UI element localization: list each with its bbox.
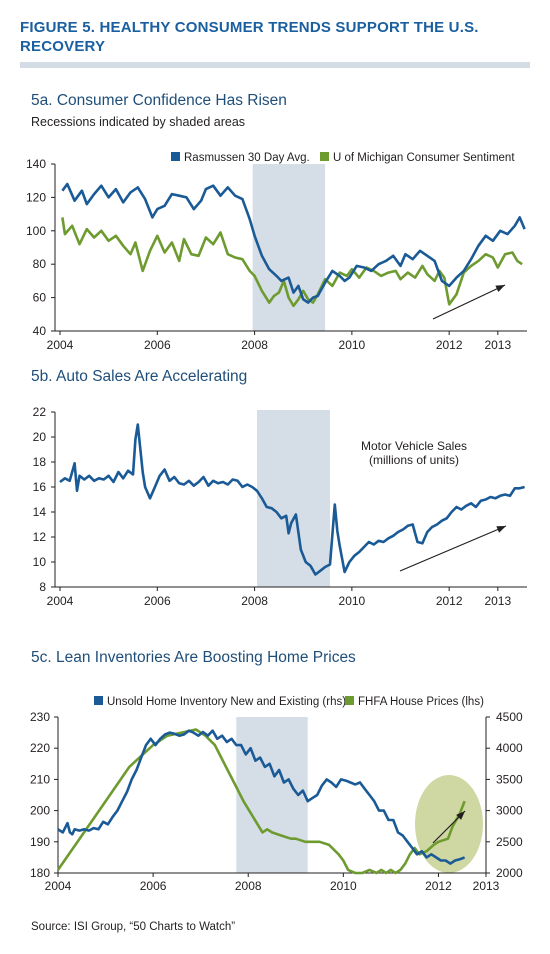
chart-5a-title: 5a. Consumer Confidence Has Risen (31, 92, 287, 109)
x-tick-label: 2012 (425, 879, 452, 893)
x-tick-label: 2008 (241, 338, 268, 352)
y-tick-label-right: 3500 (496, 772, 523, 786)
y-tick-label: 40 (33, 324, 47, 338)
title-rule (20, 62, 530, 68)
source-note: Source: ISI Group, “50 Charts to Watch” (31, 921, 236, 933)
x-tick-label: 2010 (339, 594, 366, 608)
y-tick-label: 18 (33, 455, 47, 469)
legend-label-rasmussen: Rasmussen 30 Day Avg. (184, 152, 310, 164)
y-tick-label-left: 180 (30, 866, 50, 880)
x-tick-label: 2006 (144, 594, 171, 608)
chart-5a-subtitle: Recessions indicated by shaded areas (31, 115, 246, 129)
x-tick-label: 2013 (484, 338, 511, 352)
legend-swatch-fhfa (345, 696, 354, 705)
legend-swatch-unsold-inventory (94, 696, 103, 705)
y-tick-label: 120 (26, 190, 46, 204)
x-tick-label: 2012 (436, 594, 463, 608)
y-tick-label-right: 4500 (496, 710, 523, 724)
legend-label-fhfa: FHFA House Prices (lhs) (358, 696, 484, 708)
recession-band (236, 717, 308, 873)
y-tick-label: 22 (33, 405, 47, 419)
chart-5b-title: 5b. Auto Sales Are Accelerating (31, 368, 248, 385)
x-tick-label: 2006 (144, 338, 171, 352)
chart-5c-title: 5c. Lean Inventories Are Boosting Home P… (31, 649, 356, 666)
x-tick-label: 2004 (47, 594, 74, 608)
chart-5c: 180 190 200 210 220 230 2000 2500 3000 3500 4000 45… (30, 696, 523, 893)
y-tick-label-left: 190 (30, 835, 50, 849)
x-tick-label: 2004 (47, 338, 74, 352)
y-tick-label: 16 (33, 480, 47, 494)
legend-label-michigan: U of Michigan Consumer Sentiment (333, 152, 515, 164)
y-tick-label-right: 3000 (496, 804, 523, 818)
x-tick-label: 2010 (339, 338, 366, 352)
y-tick-label-left: 230 (30, 710, 50, 724)
trend-arrow-5a-head (495, 285, 505, 293)
y-tick-label-left: 210 (30, 772, 50, 786)
y-tick-label: 14 (33, 505, 47, 519)
highlight-ellipse (415, 775, 483, 873)
trend-arrow-5c-head (456, 811, 465, 820)
y-tick-label: 20 (33, 430, 47, 444)
x-tick-label: 2013 (473, 879, 500, 893)
recession-band (257, 410, 330, 587)
y-tick-label: 60 (33, 291, 47, 305)
legend-label-unsold-inventory: Unsold Home Inventory New and Existing (… (107, 696, 346, 708)
y-tick-label: 8 (39, 580, 46, 594)
series-line-motor-vehicle-sales (59, 423, 525, 576)
y-tick-label-right: 2000 (496, 866, 523, 880)
x-tick-label: 2008 (241, 594, 268, 608)
legend-swatch-michigan (320, 152, 329, 161)
trend-arrow-5b-head (496, 526, 506, 533)
y-tick-label: 80 (33, 257, 47, 271)
y-tick-label-left: 220 (30, 741, 50, 755)
x-tick-label: 2006 (140, 879, 167, 893)
series-line-unsold-inventory (57, 729, 466, 865)
figure-title: FIGURE 5. HEALTHY CONSUMER TRENDS SUPPOR… (20, 19, 479, 55)
y-tick-label-right: 4000 (496, 741, 523, 755)
recession-band (252, 164, 326, 331)
chart-5b: 8 10 12 14 16 18 20 22 2004 2006 2008 2010 2012 2013 M… (33, 405, 527, 608)
legend-swatch-rasmussen (171, 152, 180, 161)
x-tick-label: 2008 (235, 879, 262, 893)
series-line-rasmussen (61, 182, 526, 304)
y-tick-label: 140 (26, 157, 46, 171)
x-tick-label: 2010 (330, 879, 357, 893)
x-tick-label: 2004 (45, 879, 72, 893)
y-tick-label: 100 (26, 224, 46, 238)
trend-arrow-5a-shaft (432, 284, 506, 320)
annotation-line-1: Motor Vehicle Sales (361, 439, 467, 453)
y-tick-label-left: 200 (30, 804, 50, 818)
annotation-line-2: (millions of units) (369, 453, 459, 467)
y-tick-label: 12 (33, 530, 47, 544)
x-tick-label: 2012 (436, 338, 463, 352)
y-tick-label: 10 (33, 555, 47, 569)
x-tick-label: 2013 (484, 594, 511, 608)
y-tick-label-right: 2500 (496, 835, 523, 849)
chart-5a: 40 60 80 100 120 140 2004 2006 2008 2010 2012 2013 R… (26, 152, 527, 352)
trend-arrow-5b-shaft (399, 525, 507, 572)
